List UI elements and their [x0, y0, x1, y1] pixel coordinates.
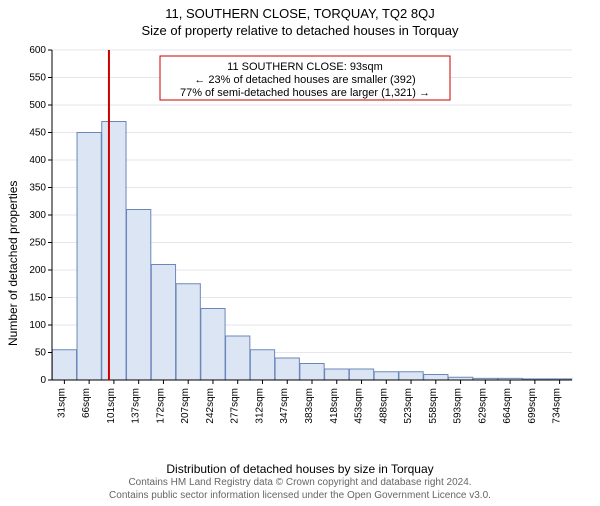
svg-text:347sqm: 347sqm — [279, 388, 290, 424]
svg-text:558sqm: 558sqm — [428, 388, 439, 424]
svg-text:629sqm: 629sqm — [477, 388, 488, 424]
svg-text:137sqm: 137sqm — [131, 388, 142, 424]
histogram-bar — [374, 372, 398, 380]
svg-text:0: 0 — [40, 375, 46, 386]
svg-text:250: 250 — [29, 238, 46, 249]
svg-text:77% of semi-detached houses ar: 77% of semi-detached houses are larger (… — [180, 87, 430, 99]
histogram-bar — [52, 350, 76, 380]
svg-text:550: 550 — [29, 73, 46, 84]
svg-text:664sqm: 664sqm — [502, 388, 513, 424]
svg-text:207sqm: 207sqm — [180, 388, 191, 424]
histogram-bar — [250, 350, 274, 380]
svg-text:277sqm: 277sqm — [230, 388, 241, 424]
histogram-bar — [325, 369, 349, 380]
page-subtitle: Size of property relative to detached ho… — [0, 23, 600, 38]
svg-text:50: 50 — [35, 348, 47, 359]
histogram-bar — [275, 358, 299, 380]
svg-text:418sqm: 418sqm — [329, 388, 340, 424]
histogram-bar — [176, 284, 200, 380]
svg-text:242sqm: 242sqm — [205, 388, 216, 424]
svg-text:350: 350 — [29, 183, 46, 194]
svg-text:300: 300 — [29, 210, 46, 221]
histogram-bar — [77, 133, 101, 381]
svg-text:450: 450 — [29, 128, 46, 139]
svg-text:488sqm: 488sqm — [378, 388, 389, 424]
histogram-bar — [226, 336, 250, 380]
svg-text:699sqm: 699sqm — [527, 388, 538, 424]
svg-text:100: 100 — [29, 320, 46, 331]
svg-text:593sqm: 593sqm — [453, 388, 464, 424]
svg-text:453sqm: 453sqm — [354, 388, 365, 424]
svg-text:172sqm: 172sqm — [155, 388, 166, 424]
histogram-bar — [300, 364, 324, 381]
histogram-bar — [151, 265, 175, 381]
annotation-box: 11 SOUTHERN CLOSE: 93sqm← 23% of detache… — [160, 56, 450, 100]
histogram-bar — [102, 122, 126, 381]
svg-text:600: 600 — [29, 45, 46, 56]
svg-text:734sqm: 734sqm — [552, 388, 563, 424]
page-title-address: 11, SOUTHERN CLOSE, TORQUAY, TQ2 8QJ — [0, 6, 600, 21]
svg-text:200: 200 — [29, 265, 46, 276]
histogram-bar — [424, 375, 448, 381]
histogram-bar — [127, 210, 151, 381]
svg-text:500: 500 — [29, 100, 46, 111]
attribution-line: Contains HM Land Registry data © Crown c… — [0, 477, 600, 490]
svg-text:11 SOUTHERN CLOSE: 93sqm: 11 SOUTHERN CLOSE: 93sqm — [227, 61, 383, 73]
histogram-bar — [399, 372, 423, 380]
histogram-bar — [349, 369, 373, 380]
svg-text:400: 400 — [29, 155, 46, 166]
svg-text:312sqm: 312sqm — [254, 388, 265, 424]
svg-text:31sqm: 31sqm — [56, 388, 67, 418]
y-axis-label: Number of detached properties — [6, 181, 20, 346]
svg-text:383sqm: 383sqm — [304, 388, 315, 424]
svg-text:← 23% of detached houses are s: ← 23% of detached houses are smaller (39… — [194, 74, 415, 86]
attribution-line: Contains public sector information licen… — [0, 490, 600, 503]
svg-text:523sqm: 523sqm — [403, 388, 414, 424]
histogram-bar — [201, 309, 225, 381]
svg-text:101sqm: 101sqm — [106, 388, 117, 424]
chart-container: 05010015020025030035040045050055060031sq… — [52, 50, 572, 430]
x-axis-label: Distribution of detached houses by size … — [0, 462, 600, 476]
attribution-footer: Contains HM Land Registry data © Crown c… — [0, 477, 600, 502]
histogram-chart: 05010015020025030035040045050055060031sq… — [52, 50, 572, 430]
svg-text:66sqm: 66sqm — [81, 388, 92, 418]
svg-text:150: 150 — [29, 293, 46, 304]
